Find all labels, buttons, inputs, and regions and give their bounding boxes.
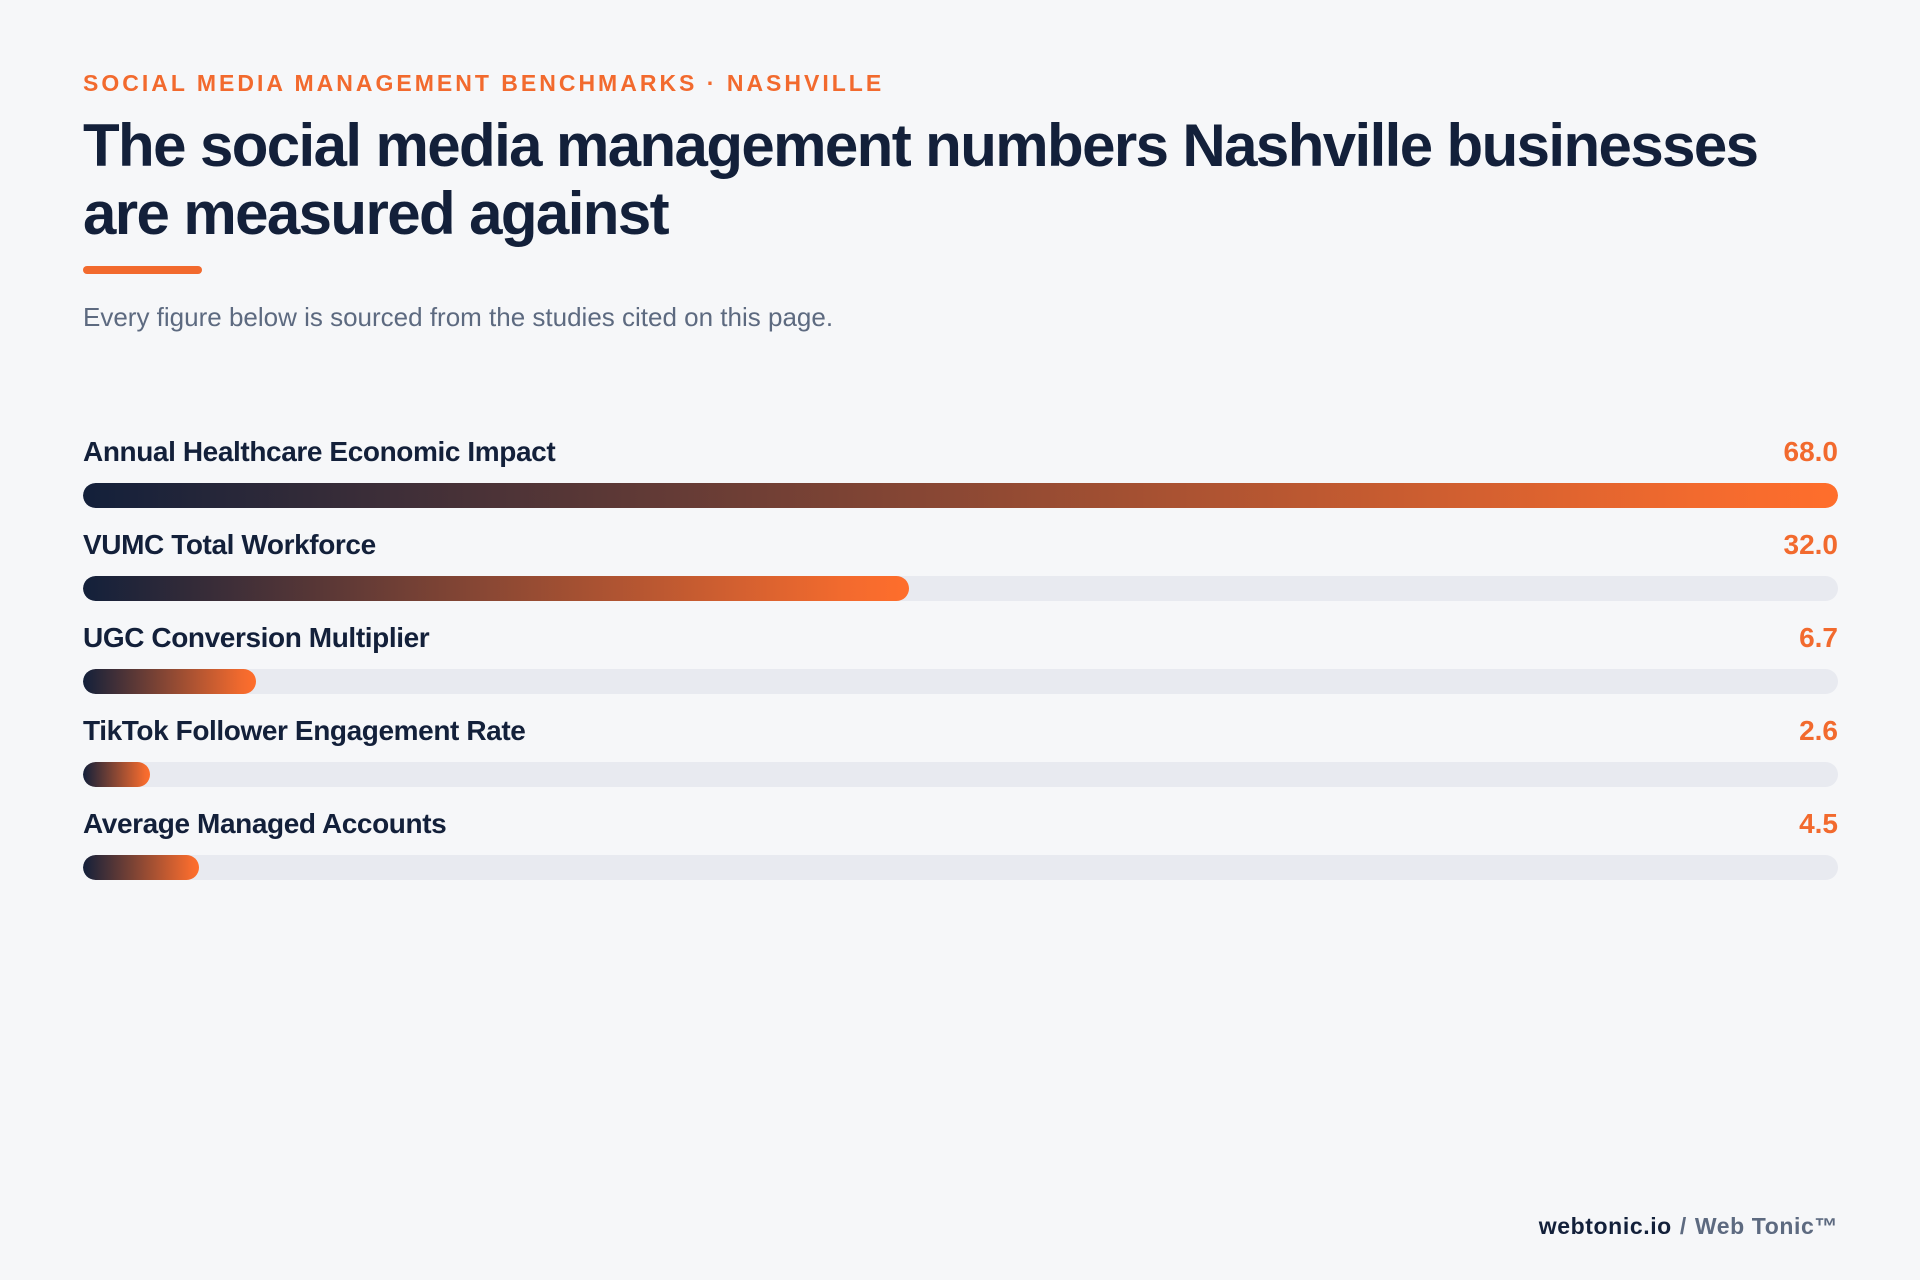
bar-value-label: 4.5	[1799, 808, 1838, 839]
bar-track	[83, 855, 1838, 880]
bar	[83, 483, 1838, 508]
bar-value-label: 32.0	[1783, 529, 1839, 560]
bar-row: UGC Conversion Multiplier 6.7	[83, 616, 1838, 709]
footer-domain[interactable]: webtonic.io	[1538, 1213, 1672, 1239]
bar	[83, 576, 909, 601]
bar-label: TikTok Follower Engagement Rate	[83, 715, 526, 746]
accent-rule	[83, 266, 202, 274]
bar-row: Annual Healthcare Economic Impact 68.0	[83, 430, 1838, 523]
footer-separator: /	[1679, 1213, 1687, 1239]
page-title: The social media management numbers Nash…	[83, 112, 1759, 247]
bar-row: Average Managed Accounts 4.5	[83, 802, 1838, 895]
bar-label: Annual Healthcare Economic Impact	[83, 436, 556, 467]
bar-chart: Annual Healthcare Economic Impact 68.0 VUM…	[83, 430, 1838, 895]
bar-track	[83, 762, 1838, 787]
eyebrow-label: SOCIAL MEDIA MANAGEMENT BENCHMARKS · NAS…	[83, 70, 885, 96]
subtitle: Every figure below is sourced from the s…	[83, 302, 834, 332]
bar-label: VUMC Total Workforce	[83, 529, 376, 560]
bar-value-label: 2.6	[1799, 715, 1838, 746]
bar-track	[83, 576, 1838, 601]
bar-track	[83, 669, 1838, 694]
bar	[83, 855, 200, 880]
bar-label: UGC Conversion Multiplier	[83, 622, 430, 653]
bar	[83, 762, 151, 787]
footer-credit: webtonic.io / Web Tonic™	[1539, 1213, 1838, 1240]
footer-brand: Web Tonic™	[1694, 1213, 1838, 1239]
bar-value-label: 6.7	[1799, 622, 1838, 653]
bar-label: Average Managed Accounts	[83, 808, 447, 839]
bar-row: TikTok Follower Engagement Rate 2.6	[83, 709, 1838, 802]
bar	[83, 669, 256, 694]
bar-row: VUMC Total Workforce 32.0	[83, 523, 1838, 616]
bar-track	[83, 483, 1838, 508]
bar-value-label: 68.0	[1783, 436, 1839, 467]
